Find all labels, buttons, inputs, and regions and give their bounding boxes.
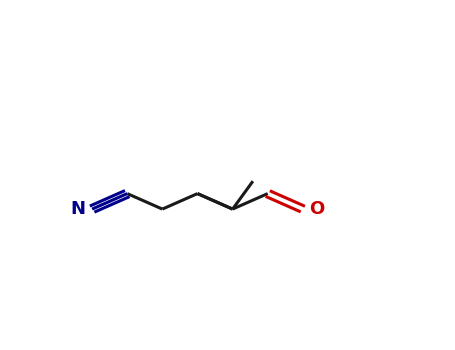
Text: O: O	[309, 200, 324, 218]
Text: N: N	[71, 200, 86, 218]
